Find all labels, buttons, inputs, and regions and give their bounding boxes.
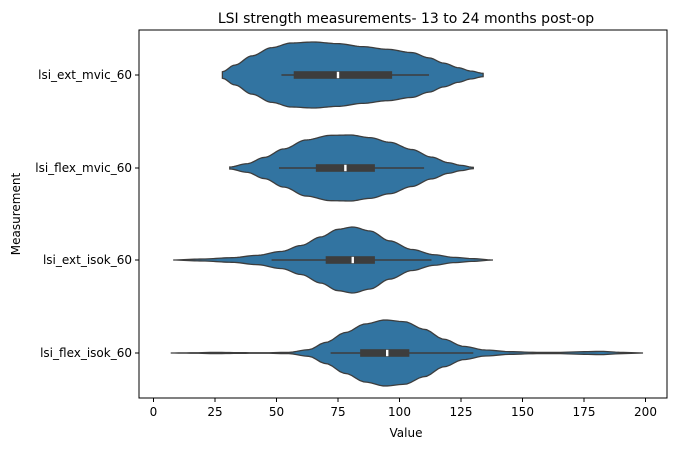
x-tick-label: 50 [269, 405, 284, 419]
x-tick-label: 0 [150, 405, 158, 419]
plot-frame [138, 29, 668, 399]
plot-area [170, 41, 644, 387]
chart-title: LSI strength measurements- 13 to 24 mont… [218, 11, 594, 27]
x-tick-label: 100 [388, 405, 411, 419]
violin-median-marker [386, 349, 389, 357]
violin-median-marker [351, 256, 354, 264]
y-axis-label: Measurement [9, 173, 23, 256]
y-tick-label: lsi_ext_isok_60 [43, 253, 132, 267]
x-tick-group: 0 25 50 75 100 125 150 175 200 [150, 398, 657, 419]
x-axis-label: Value [390, 426, 423, 440]
violin-iqr-box [360, 349, 410, 357]
y-tick-group: lsi_ext_mvic_60 lsi_flex_mvic_60 lsi_ext_i… [35, 68, 139, 360]
violin-median-marker [336, 71, 340, 79]
x-tick-label: 75 [330, 405, 345, 419]
x-tick-label: 125 [450, 405, 473, 419]
violin-iqr-box [293, 71, 393, 79]
y-tick-label: lsi_flex_isok_60 [40, 346, 132, 360]
x-tick-label: 25 [207, 405, 222, 419]
x-tick-label: 150 [511, 405, 534, 419]
y-tick-label: lsi_ext_mvic_60 [38, 68, 132, 82]
y-tick-label: lsi_flex_mvic_60 [35, 161, 132, 175]
x-tick-label: 175 [573, 405, 596, 419]
violin-median-marker [344, 164, 347, 172]
violin-iqr-box [325, 256, 375, 264]
x-tick-label: 200 [634, 405, 657, 419]
